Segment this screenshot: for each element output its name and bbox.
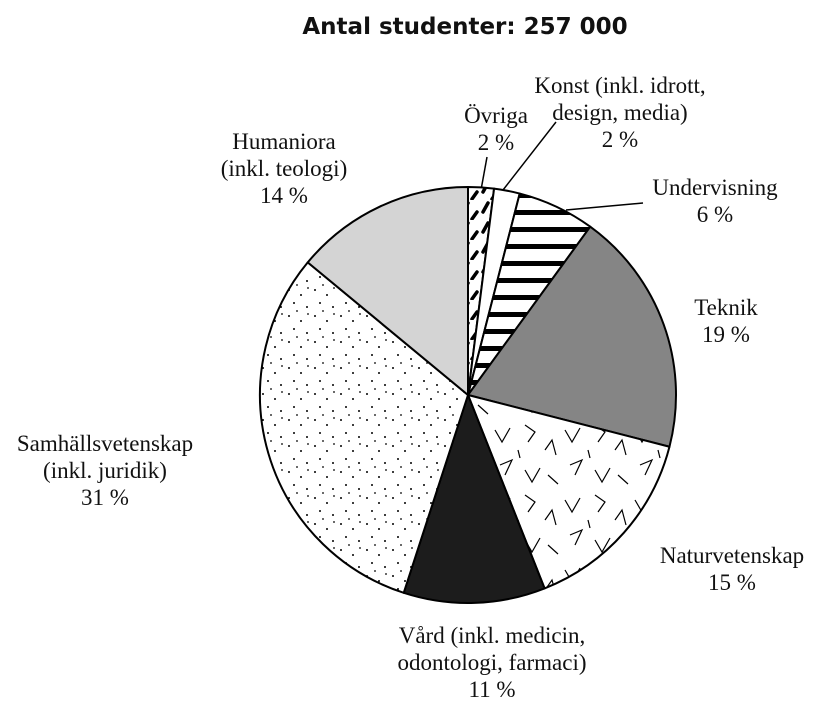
slice-label: Vård (inkl. medicin, odontologi, farmaci… (385, 622, 600, 703)
leader-line (502, 121, 557, 191)
slices (259, 186, 677, 604)
value-label: 19 % (702, 322, 750, 347)
slice-label: Samhällsvetenskap (inkl. juridik) 31 % (5, 430, 205, 511)
category-label: Teknik (694, 295, 758, 320)
value-label: 31 % (81, 485, 129, 510)
leader-line (565, 202, 644, 211)
slice-label: Konst (inkl. idrott, design, media) 2 % (513, 72, 728, 153)
pie-slice (467, 225, 677, 448)
category-label: Övriga (464, 103, 528, 128)
category-label: Vård (inkl. medicin, odontologi, farmaci… (397, 623, 587, 675)
slice-label: Humaniora (inkl. teologi) 14 % (209, 128, 359, 209)
category-label: Konst (inkl. idrott, design, media) (534, 73, 706, 125)
category-label: Humaniora (inkl. teologi) (220, 129, 348, 181)
slice-label: Övriga 2 % (436, 102, 556, 156)
chart-title: Antal studenter: 257 000 (302, 14, 628, 40)
pie-slice (467, 394, 671, 590)
value-label: 15 % (708, 570, 756, 595)
pie-slice (306, 186, 469, 396)
leader-lines (480, 121, 644, 211)
value-label: 2 % (601, 127, 639, 152)
slice-label: Naturvetenskap 15 % (632, 542, 827, 596)
category-label: Samhällsvetenskap (inkl. juridik) (16, 431, 194, 483)
slice-label: Undervisning 6 % (615, 174, 815, 228)
category-label: Undervisning (652, 175, 778, 200)
slice-label: Teknik 19 % (651, 294, 801, 348)
category-label: Naturvetenskap (659, 543, 805, 568)
value-label: 6 % (696, 202, 734, 227)
pie-slice (259, 261, 469, 594)
value-label: 14 % (260, 183, 308, 208)
value-label: 11 % (468, 677, 516, 702)
value-label: 2 % (477, 130, 515, 155)
pie-slice (402, 394, 546, 604)
leader-line (480, 156, 488, 191)
